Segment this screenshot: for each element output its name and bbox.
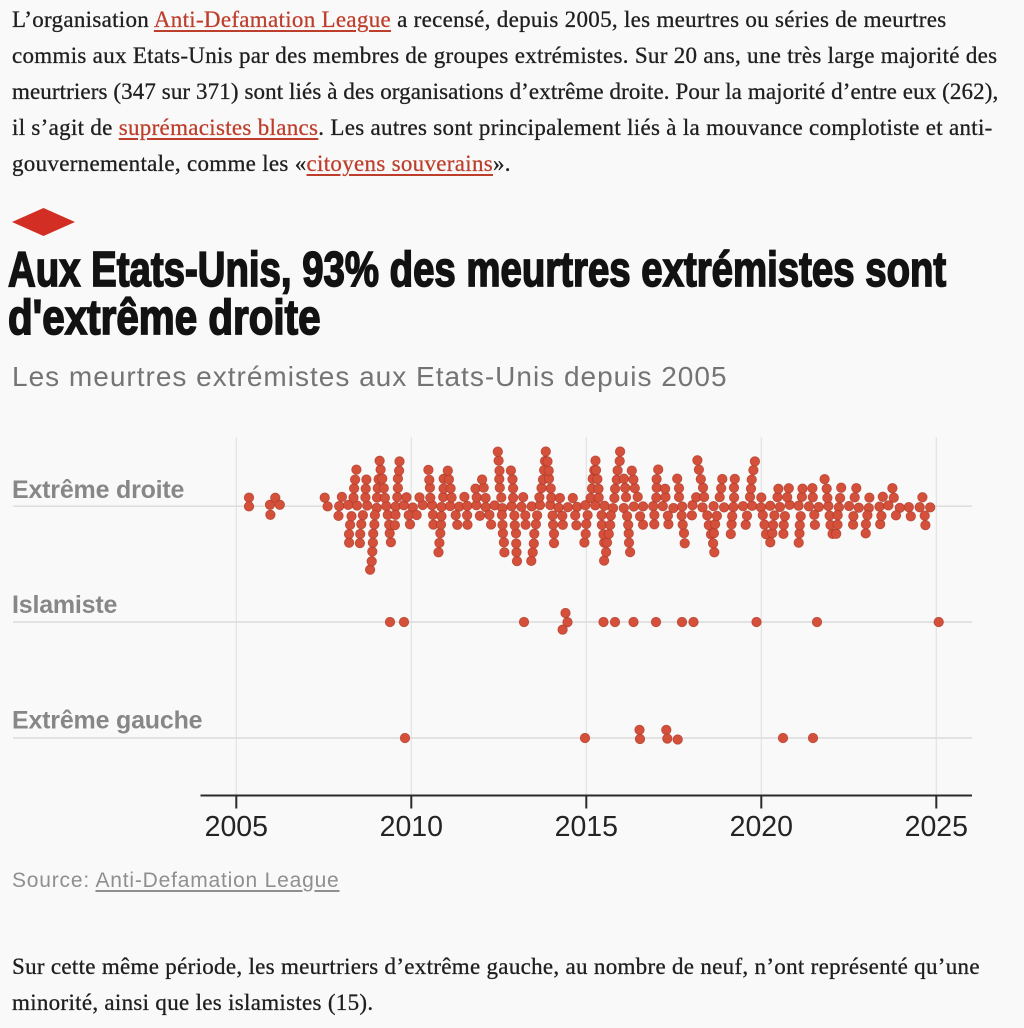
svg-text:2005: 2005: [205, 811, 268, 843]
svg-text:Extrême droite: Extrême droite: [12, 476, 185, 504]
svg-text:2010: 2010: [380, 811, 443, 843]
svg-text:2020: 2020: [730, 811, 793, 843]
svg-text:2015: 2015: [555, 811, 618, 843]
svg-text:Extrême gauche: Extrême gauche: [12, 707, 203, 735]
svg-text:Islamiste: Islamiste: [12, 591, 118, 619]
svg-text:2025: 2025: [905, 811, 968, 843]
